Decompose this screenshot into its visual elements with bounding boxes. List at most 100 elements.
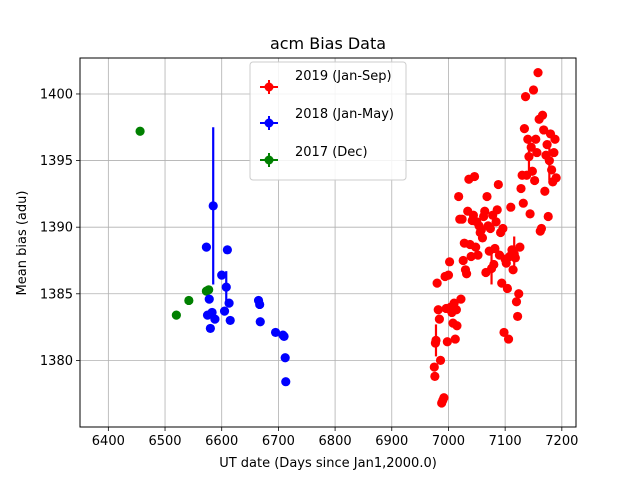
data-point <box>430 371 440 381</box>
legend-marker-2018 <box>264 118 274 128</box>
data-point <box>208 201 218 211</box>
data-point <box>533 68 543 78</box>
data-point <box>255 317 265 327</box>
data-point <box>469 171 480 182</box>
x-tick-label: 6400 <box>92 434 125 449</box>
x-tick-label: 7000 <box>432 434 465 449</box>
data-point <box>466 251 476 262</box>
data-point <box>171 310 181 320</box>
chart-title: acm Bias Data <box>270 34 386 53</box>
data-point <box>530 175 540 186</box>
data-point <box>485 223 496 234</box>
data-point <box>511 297 522 307</box>
data-point <box>513 311 523 322</box>
data-point <box>461 269 472 279</box>
data-point <box>531 134 541 144</box>
legend-label-2018: 2018 (Jan-May) <box>295 107 394 122</box>
data-point <box>502 283 513 294</box>
data-point <box>520 92 531 102</box>
data-point <box>201 242 212 252</box>
data-point <box>544 155 554 166</box>
data-point <box>506 202 516 212</box>
data-point <box>527 166 537 176</box>
data-point <box>480 206 490 216</box>
data-point <box>280 353 290 363</box>
data-point <box>515 242 525 252</box>
data-point <box>255 299 265 310</box>
data-point <box>221 282 231 292</box>
y-axis-label: Mean bias (adu) <box>15 191 30 296</box>
data-point <box>429 362 439 372</box>
legend-label-2017: 2017 (Dec) <box>295 145 368 160</box>
data-point <box>225 315 235 326</box>
data-point <box>210 314 220 324</box>
data-point <box>451 305 461 315</box>
data-point <box>442 337 452 347</box>
data-point <box>444 257 455 267</box>
data-point <box>204 294 214 304</box>
data-point <box>224 298 234 308</box>
data-points <box>135 68 561 408</box>
data-point <box>499 327 509 338</box>
data-point <box>524 151 534 162</box>
data-point <box>547 165 557 175</box>
data-point <box>498 223 508 234</box>
data-point <box>503 334 514 344</box>
data-point <box>528 85 539 95</box>
series-2019 <box>429 68 561 408</box>
x-tick-label: 7200 <box>545 434 578 449</box>
x-tick-label: 6500 <box>148 434 181 449</box>
data-point <box>222 245 232 255</box>
data-point <box>492 205 502 215</box>
x-tick-label: 6800 <box>319 434 352 449</box>
data-point <box>493 179 503 190</box>
data-point <box>281 377 291 387</box>
plot-frame <box>79 57 577 428</box>
data-point <box>514 289 524 299</box>
data-point <box>525 209 535 219</box>
data-point <box>476 225 486 235</box>
data-point <box>490 243 500 254</box>
data-point <box>508 265 518 275</box>
data-point <box>204 285 214 295</box>
data-point <box>489 259 499 270</box>
data-point <box>540 186 550 196</box>
data-point <box>270 327 281 338</box>
x-axis-label: UT date (Days since Jan1,2000.0) <box>219 456 437 471</box>
data-point <box>217 270 227 280</box>
legend-entry-2017: 2017 (Dec) <box>260 145 368 167</box>
data-point <box>471 242 481 252</box>
data-point <box>550 134 560 144</box>
y-axis-ticks: 1380 1385 1390 1395 1400 <box>40 87 80 369</box>
data-point <box>549 147 559 158</box>
series-2017 <box>135 126 214 320</box>
legend-marker-2017 <box>264 155 274 165</box>
x-tick-label: 6700 <box>262 434 295 449</box>
y-tick-label: 1385 <box>40 287 73 302</box>
y-tick-label: 1390 <box>40 221 73 236</box>
data-point <box>434 314 444 324</box>
legend-label-2019: 2019 (Jan-Sep) <box>295 69 392 84</box>
data-point <box>491 217 501 227</box>
legend-entry-2019: 2019 (Jan-Sep) <box>260 69 392 94</box>
data-point <box>219 306 230 316</box>
data-point <box>543 211 553 222</box>
data-point <box>205 323 215 334</box>
y-tick-label: 1395 <box>40 154 73 169</box>
y-tick-label: 1380 <box>40 354 73 369</box>
legend-entry-2018: 2018 (Jan-May) <box>260 107 394 130</box>
y-tick-label: 1400 <box>40 87 73 102</box>
data-point <box>432 278 442 288</box>
data-point <box>439 393 449 403</box>
data-point <box>443 270 454 280</box>
data-point <box>452 321 462 331</box>
x-tick-label: 6600 <box>205 434 238 449</box>
x-axis-ticks: 6400 6500 6600 6700 6800 6900 7000 7100 7200 <box>92 427 578 449</box>
data-point <box>431 335 441 346</box>
data-point <box>539 125 549 135</box>
legend-box <box>249 61 407 181</box>
data-point <box>477 233 488 243</box>
data-point <box>458 255 468 266</box>
series-2018 <box>201 127 291 387</box>
data-point <box>523 134 533 144</box>
